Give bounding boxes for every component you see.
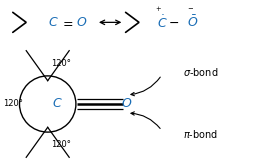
Text: $\it{\bar{O}}$: $\it{\bar{O}}$ [187, 15, 198, 30]
Text: 120°: 120° [51, 59, 71, 68]
Text: $\it{\dot{C}}$: $\it{\dot{C}}$ [157, 14, 167, 31]
Text: $=$: $=$ [60, 16, 73, 29]
Text: $\it{C}$: $\it{C}$ [48, 16, 58, 29]
Text: $\pi$-bond: $\pi$-bond [183, 128, 218, 140]
Text: $\it{C}$: $\it{C}$ [52, 97, 62, 111]
Text: 120°: 120° [51, 140, 71, 149]
Text: 120°: 120° [4, 99, 23, 108]
Text: $\sigma$-bond: $\sigma$-bond [183, 66, 219, 77]
Text: $\it{O}$: $\it{O}$ [76, 16, 87, 29]
Text: $-$: $-$ [168, 16, 180, 29]
Text: $\it{O}$: $\it{O}$ [121, 97, 133, 111]
Text: $^+$: $^+$ [154, 7, 163, 16]
Text: $^-$: $^-$ [186, 7, 194, 16]
